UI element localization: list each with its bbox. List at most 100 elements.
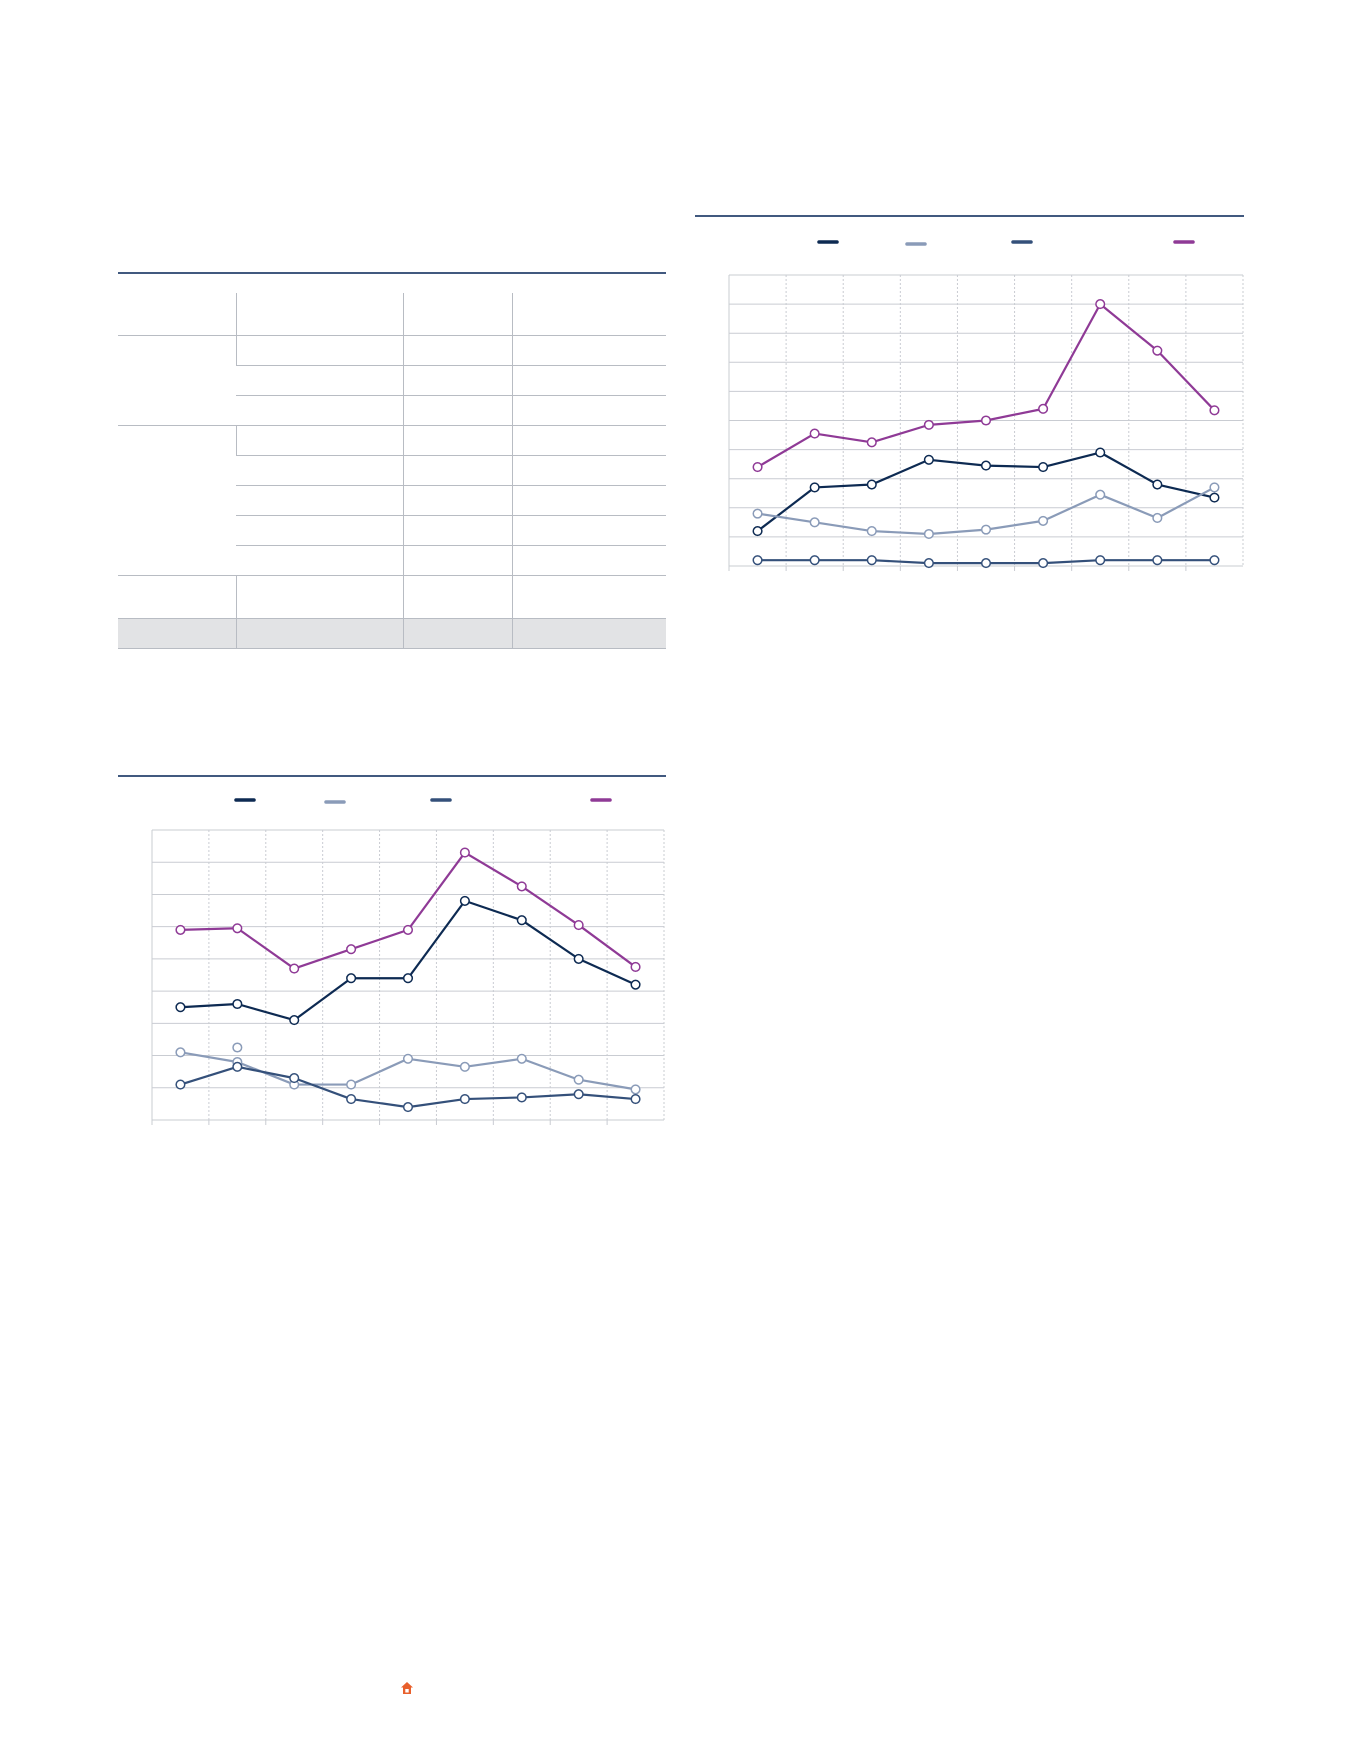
line-chart-left [151,798,665,1125]
series-purple-point [1152,345,1163,356]
table-cell [402,395,512,426]
series-light-blue-point [346,1079,357,1090]
series-light-blue-point [630,1084,641,1095]
table-cell [511,545,666,576]
series-navy-line [180,899,637,1022]
series-slate-blue-point [866,555,877,566]
series-slate-blue-point [516,1092,527,1103]
series-navy-point [980,460,992,471]
series-purple-point [1095,299,1106,310]
table-cell [235,335,403,366]
table-cell [235,575,403,619]
table-cell [511,335,666,366]
series-light-blue-point [980,524,992,535]
series-purple-point [573,920,584,931]
table-row [118,335,666,426]
series-navy-point [289,1015,300,1026]
series-purple-point [866,437,877,448]
chart-left-top-rule [118,775,666,777]
table-cell [235,293,403,336]
series-navy-point [175,1002,186,1013]
table-row [118,485,666,516]
table-cell [402,293,512,336]
series-navy-point [630,979,641,990]
table-cell [235,618,403,649]
table-cell [235,425,403,456]
table-cell [402,425,512,456]
table-cell [402,365,512,396]
table-cell [511,575,666,619]
series-slate-blue-point [923,558,934,569]
series-purple-line [756,302,1216,469]
series-navy-point [752,526,763,537]
series-light-blue-point [459,1061,470,1072]
table-cell [236,365,403,396]
series-navy-point [1038,462,1049,473]
table-cell [236,395,403,426]
series-slate-blue-point [1038,558,1049,569]
table-cell [402,455,512,486]
series-light-blue-point [1095,489,1106,500]
series-navy-point [923,454,934,465]
series-slate-blue-point [402,1102,414,1113]
table-header-row [118,293,666,336]
series-slate-blue-point [175,1079,186,1090]
series-slate-blue-point [1209,555,1220,566]
table-cell [236,455,403,486]
series-light-blue-point [1152,512,1163,524]
table-total-row [118,618,666,649]
series-purple-point [1209,405,1220,416]
series-slate-blue-point [573,1089,584,1100]
table-group-cell [118,425,236,576]
series-navy-point [459,895,470,906]
series-slate-blue-point [459,1094,470,1105]
series-light-blue-point [175,1047,186,1058]
series-light-blue-point [1038,515,1049,526]
data-table-grid [118,293,666,649]
table-row [118,365,666,396]
series-navy-point [516,915,527,926]
series-light-blue-point [923,528,934,540]
series-slate-blue-point [752,555,763,566]
home-icon[interactable] [399,1680,415,1696]
table-cell [402,485,512,516]
table-cell [402,618,512,649]
table-row [118,515,666,546]
table-top-rule [118,272,666,274]
table-cell [236,545,403,576]
series-slate-blue-point [346,1094,357,1105]
series-purple-point [752,462,763,473]
series-purple-point [459,847,470,858]
series-slate-blue-point [980,558,992,569]
series-navy-point [402,973,414,984]
table-cell [402,515,512,546]
table-cell [236,515,403,546]
series-slate-blue-line [180,1065,636,1109]
table-row [118,455,666,486]
series-navy-point [1209,492,1220,503]
table-cell [511,485,666,516]
table-cell [402,575,512,619]
series-light-blue-extra-point [232,1042,243,1053]
series-light-blue-point [402,1053,414,1064]
table-group-cell [118,335,236,426]
table-cell [511,425,666,456]
table-row [118,395,666,426]
table-cell [511,395,666,426]
series-light-blue-point [516,1053,527,1064]
series-navy-point [1152,479,1163,490]
series-navy-point [232,998,243,1010]
table-cell [511,365,666,396]
line-chart-right [728,240,1244,571]
table-cell [511,455,666,486]
series-light-blue-point [866,526,877,537]
series-light-blue-point [1209,482,1220,493]
series-purple-point [402,924,414,935]
series-slate-blue-point [630,1094,641,1105]
series-light-blue-point [809,517,820,528]
table-cell [402,545,512,576]
series-slate-blue-point [289,1073,300,1084]
series-purple-point [289,963,300,974]
series-slate-blue-point [232,1061,243,1072]
series-purple-point [516,881,527,892]
